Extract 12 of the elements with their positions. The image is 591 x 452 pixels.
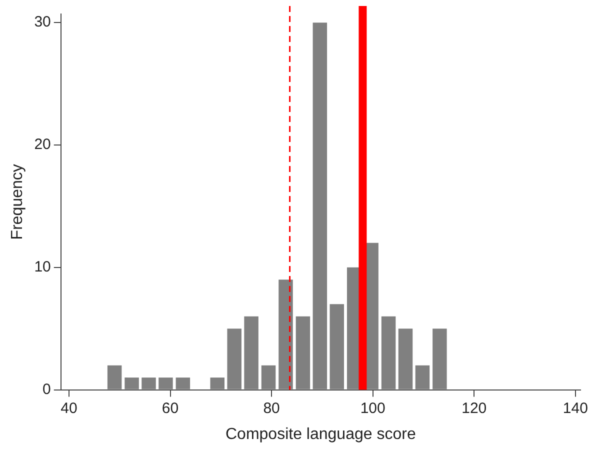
x-tick-label: 60: [162, 400, 179, 417]
y-tick-label: 10: [34, 258, 51, 276]
x-tick-label: 40: [60, 400, 78, 417]
y-tick-label: 20: [34, 136, 51, 154]
x-tick-label: 120: [462, 400, 487, 417]
y-tick-label: 0: [42, 380, 51, 398]
y-tick-label: 30: [34, 14, 51, 31]
x-axis-title: Composite language score: [226, 426, 416, 443]
y-axis-title: Frequency: [9, 164, 26, 240]
x-tick-label: 140: [562, 400, 588, 417]
x-tick-label: 80: [263, 400, 280, 417]
x-tick-label: 100: [360, 400, 386, 417]
